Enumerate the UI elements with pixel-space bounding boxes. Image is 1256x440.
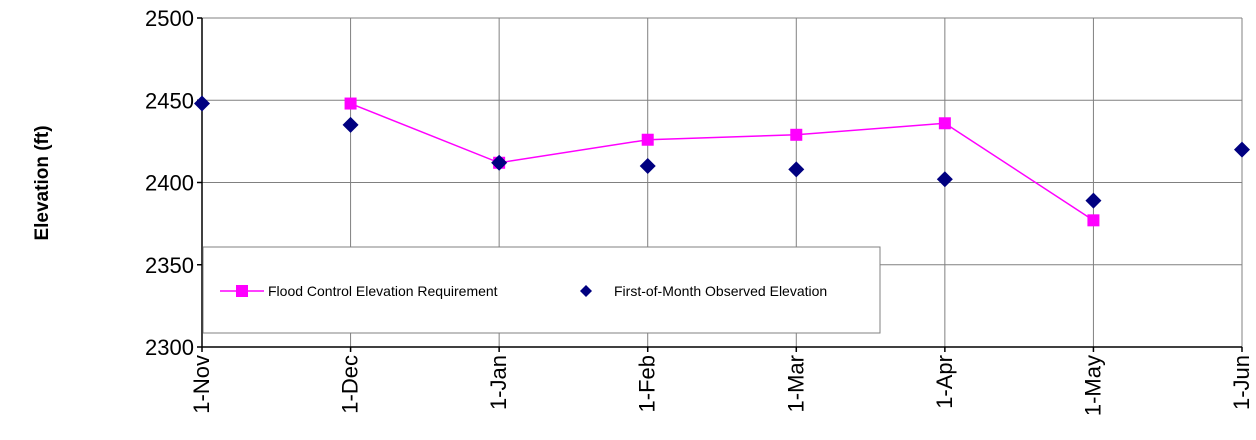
observed-point [342, 116, 359, 133]
observed-point [194, 95, 210, 112]
legend: Flood Control Elevation Requirement Firs… [202, 246, 881, 334]
x-tick-label: 1-May [1080, 355, 1105, 416]
flood-control-point [938, 117, 951, 130]
observed-point [788, 161, 805, 178]
x-tick-label: 1-Jan [486, 355, 511, 410]
series-markers [194, 95, 1250, 227]
legend-marker-flood-control [236, 285, 248, 297]
series-line-0 [350, 102, 1094, 221]
legend-label-observed: First-of-Month Observed Elevation [614, 283, 827, 299]
series-lines [350, 102, 1094, 221]
x-tick-label: 1-Nov [189, 355, 214, 414]
flood-control-point [344, 97, 357, 110]
observed-point [1085, 192, 1102, 209]
x-tick-label: 1-Mar [783, 355, 808, 412]
x-tick-labels: 1-Nov 1-Dec 1-Jan 1-Feb 1-Mar 1-Apr 1-May 1-Jun [189, 355, 1254, 416]
y-tick-label: 2450 [145, 88, 194, 113]
legend-marker-observed [580, 285, 592, 297]
y-tick-label: 2500 [145, 6, 194, 31]
legend-box [202, 246, 881, 334]
x-tick-label: 1-Dec [338, 355, 363, 414]
y-tick-label: 2300 [145, 335, 194, 360]
observed-point [639, 158, 656, 175]
x-tick-label: 1-Apr [932, 355, 957, 409]
flood-control-point [790, 128, 803, 141]
observed-point [1234, 141, 1250, 158]
flood-control-point [1087, 214, 1100, 227]
observed-point [936, 171, 953, 188]
y-tick-label: 2400 [145, 171, 194, 196]
y-tick-label: 2350 [145, 253, 194, 278]
flood-control-point [641, 133, 654, 146]
x-tick-label: 1-Feb [635, 355, 660, 412]
y-tick-labels: 2300 2350 2400 2450 2500 [145, 6, 194, 360]
observed-point [491, 154, 508, 171]
legend-label-flood-control: Flood Control Elevation Requirement [268, 283, 498, 299]
axes [197, 17, 1243, 352]
x-tick-label: 1-Jun [1229, 355, 1254, 410]
y-axis-label: Elevation (ft) [32, 125, 53, 240]
